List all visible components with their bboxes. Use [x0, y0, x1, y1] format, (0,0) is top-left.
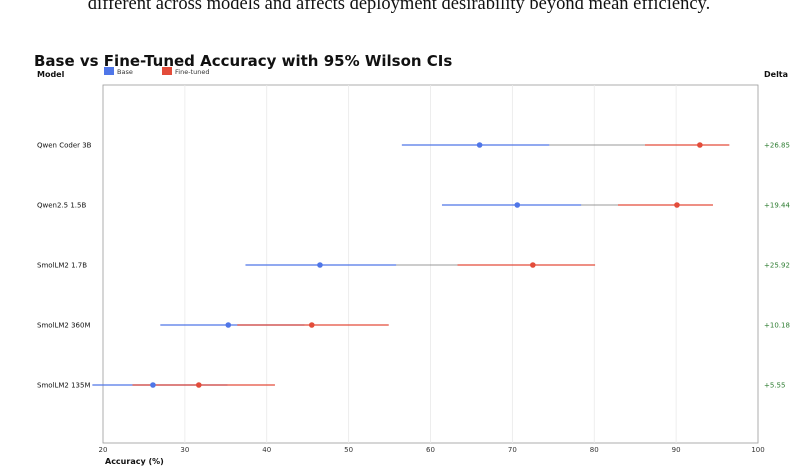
- delta-value: +19.44: [764, 202, 790, 210]
- model-label: SmolLM2 135M: [37, 382, 91, 390]
- x-axis-label: Accuracy (%): [105, 457, 164, 466]
- legend-label-base: Base: [117, 68, 133, 76]
- x-tick-label: 20: [99, 446, 108, 454]
- model-column-header: Model: [37, 70, 65, 79]
- base-point: [317, 262, 323, 268]
- chart-title: Base vs Fine-Tuned Accuracy with 95% Wil…: [34, 52, 452, 70]
- delta-value: +10.18: [764, 322, 790, 330]
- model-label: Qwen Coder 3B: [37, 142, 92, 150]
- model-rows: Qwen Coder 3B +26.85 Qwen2.5 1.5B +19.44 Smo…: [37, 142, 790, 390]
- row-smollm2-360m: SmolLM2 360M +10.18: [37, 322, 790, 330]
- row-qwen2-5-1-5b: Qwen2.5 1.5B +19.44: [37, 202, 790, 210]
- row-qwen-coder-3b: Qwen Coder 3B +26.85: [37, 142, 790, 150]
- base-point: [514, 202, 521, 208]
- x-tick-label: 80: [590, 446, 599, 454]
- base-point: [476, 142, 483, 148]
- delta-value: +26.85: [764, 142, 790, 150]
- fine-tuned-point: [674, 202, 680, 208]
- model-label: Qwen2.5 1.5B: [37, 202, 86, 210]
- legend-label-fine-tuned: Fine-tuned: [175, 68, 209, 76]
- legend-swatch-base: [104, 67, 114, 75]
- row-smollm2-135m: SmolLM2 135M +5.55: [37, 382, 785, 390]
- delta-value: +5.55: [764, 382, 785, 390]
- x-tick-label: 40: [262, 446, 271, 454]
- row-smollm2-1-7b: SmolLM2 1.7B +25.92: [37, 262, 790, 270]
- caption-text: different across models and affects depl…: [87, 0, 711, 14]
- x-tick-label: 100: [751, 446, 764, 454]
- model-label: SmolLM2 1.7B: [37, 262, 87, 270]
- fine-tuned-point: [308, 322, 315, 328]
- base-point: [150, 382, 156, 388]
- fine-tuned-point: [195, 382, 202, 388]
- model-label: SmolLM2 360M: [37, 322, 91, 330]
- x-tick-label: 60: [426, 446, 435, 454]
- x-tick-label: 70: [508, 446, 517, 454]
- base-point: [225, 322, 232, 328]
- fine-tuned-point: [530, 262, 536, 268]
- legend: Base Fine-tuned: [104, 67, 209, 76]
- delta-column-header: Delta: [764, 70, 788, 79]
- x-tick-label: 50: [344, 446, 353, 454]
- x-tick-label: 30: [180, 446, 189, 454]
- x-axis-ticks: 20 30 40 50 60 70 80 90 100: [99, 446, 765, 454]
- x-tick-label: 90: [672, 446, 681, 454]
- delta-value: +25.92: [764, 262, 790, 270]
- fine-tuned-point: [697, 142, 703, 148]
- legend-swatch-fine-tuned: [162, 67, 172, 75]
